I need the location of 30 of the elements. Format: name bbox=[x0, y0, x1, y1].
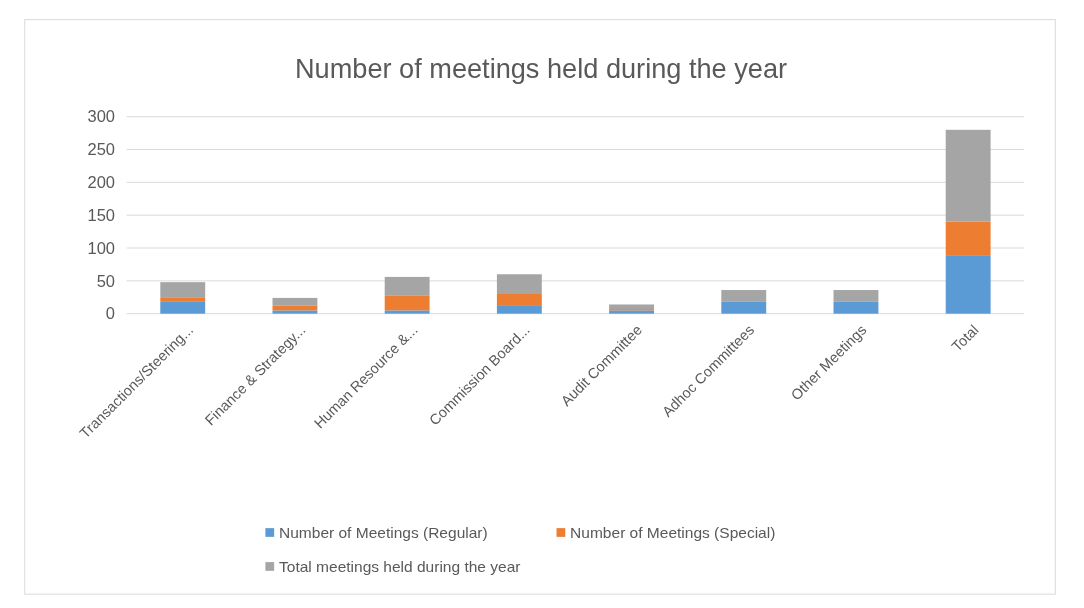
bar bbox=[496, 305, 542, 314]
bar bbox=[496, 293, 542, 306]
y-tick-label: 50 bbox=[96, 271, 115, 290]
y-tick-label: 200 bbox=[87, 173, 115, 192]
bar bbox=[384, 310, 430, 314]
bar bbox=[272, 310, 318, 314]
bar bbox=[945, 255, 991, 314]
bar bbox=[945, 129, 991, 222]
bar bbox=[384, 295, 430, 311]
bar bbox=[945, 221, 991, 256]
y-tick-label: 300 bbox=[87, 107, 115, 126]
chart-title: Number of meetings held during the year bbox=[294, 52, 788, 84]
bar bbox=[833, 290, 879, 302]
legend-label: Number of Meetings (Regular) bbox=[278, 524, 488, 542]
bar bbox=[160, 301, 206, 314]
bar bbox=[160, 297, 206, 302]
y-tick-label: 150 bbox=[87, 205, 115, 224]
bar bbox=[272, 297, 318, 306]
legend-label: Number of Meetings (Special) bbox=[570, 524, 776, 542]
y-tick-label: 0 bbox=[105, 304, 115, 323]
legend-label: Total meetings held during the year bbox=[278, 558, 521, 576]
bar bbox=[721, 290, 767, 302]
bar bbox=[384, 276, 430, 296]
bar bbox=[609, 304, 654, 310]
bar bbox=[833, 301, 879, 314]
bar bbox=[160, 282, 206, 298]
y-tick-label: 250 bbox=[87, 140, 115, 159]
bar bbox=[496, 274, 542, 294]
y-tick-label: 100 bbox=[87, 238, 115, 257]
bar bbox=[721, 301, 767, 314]
